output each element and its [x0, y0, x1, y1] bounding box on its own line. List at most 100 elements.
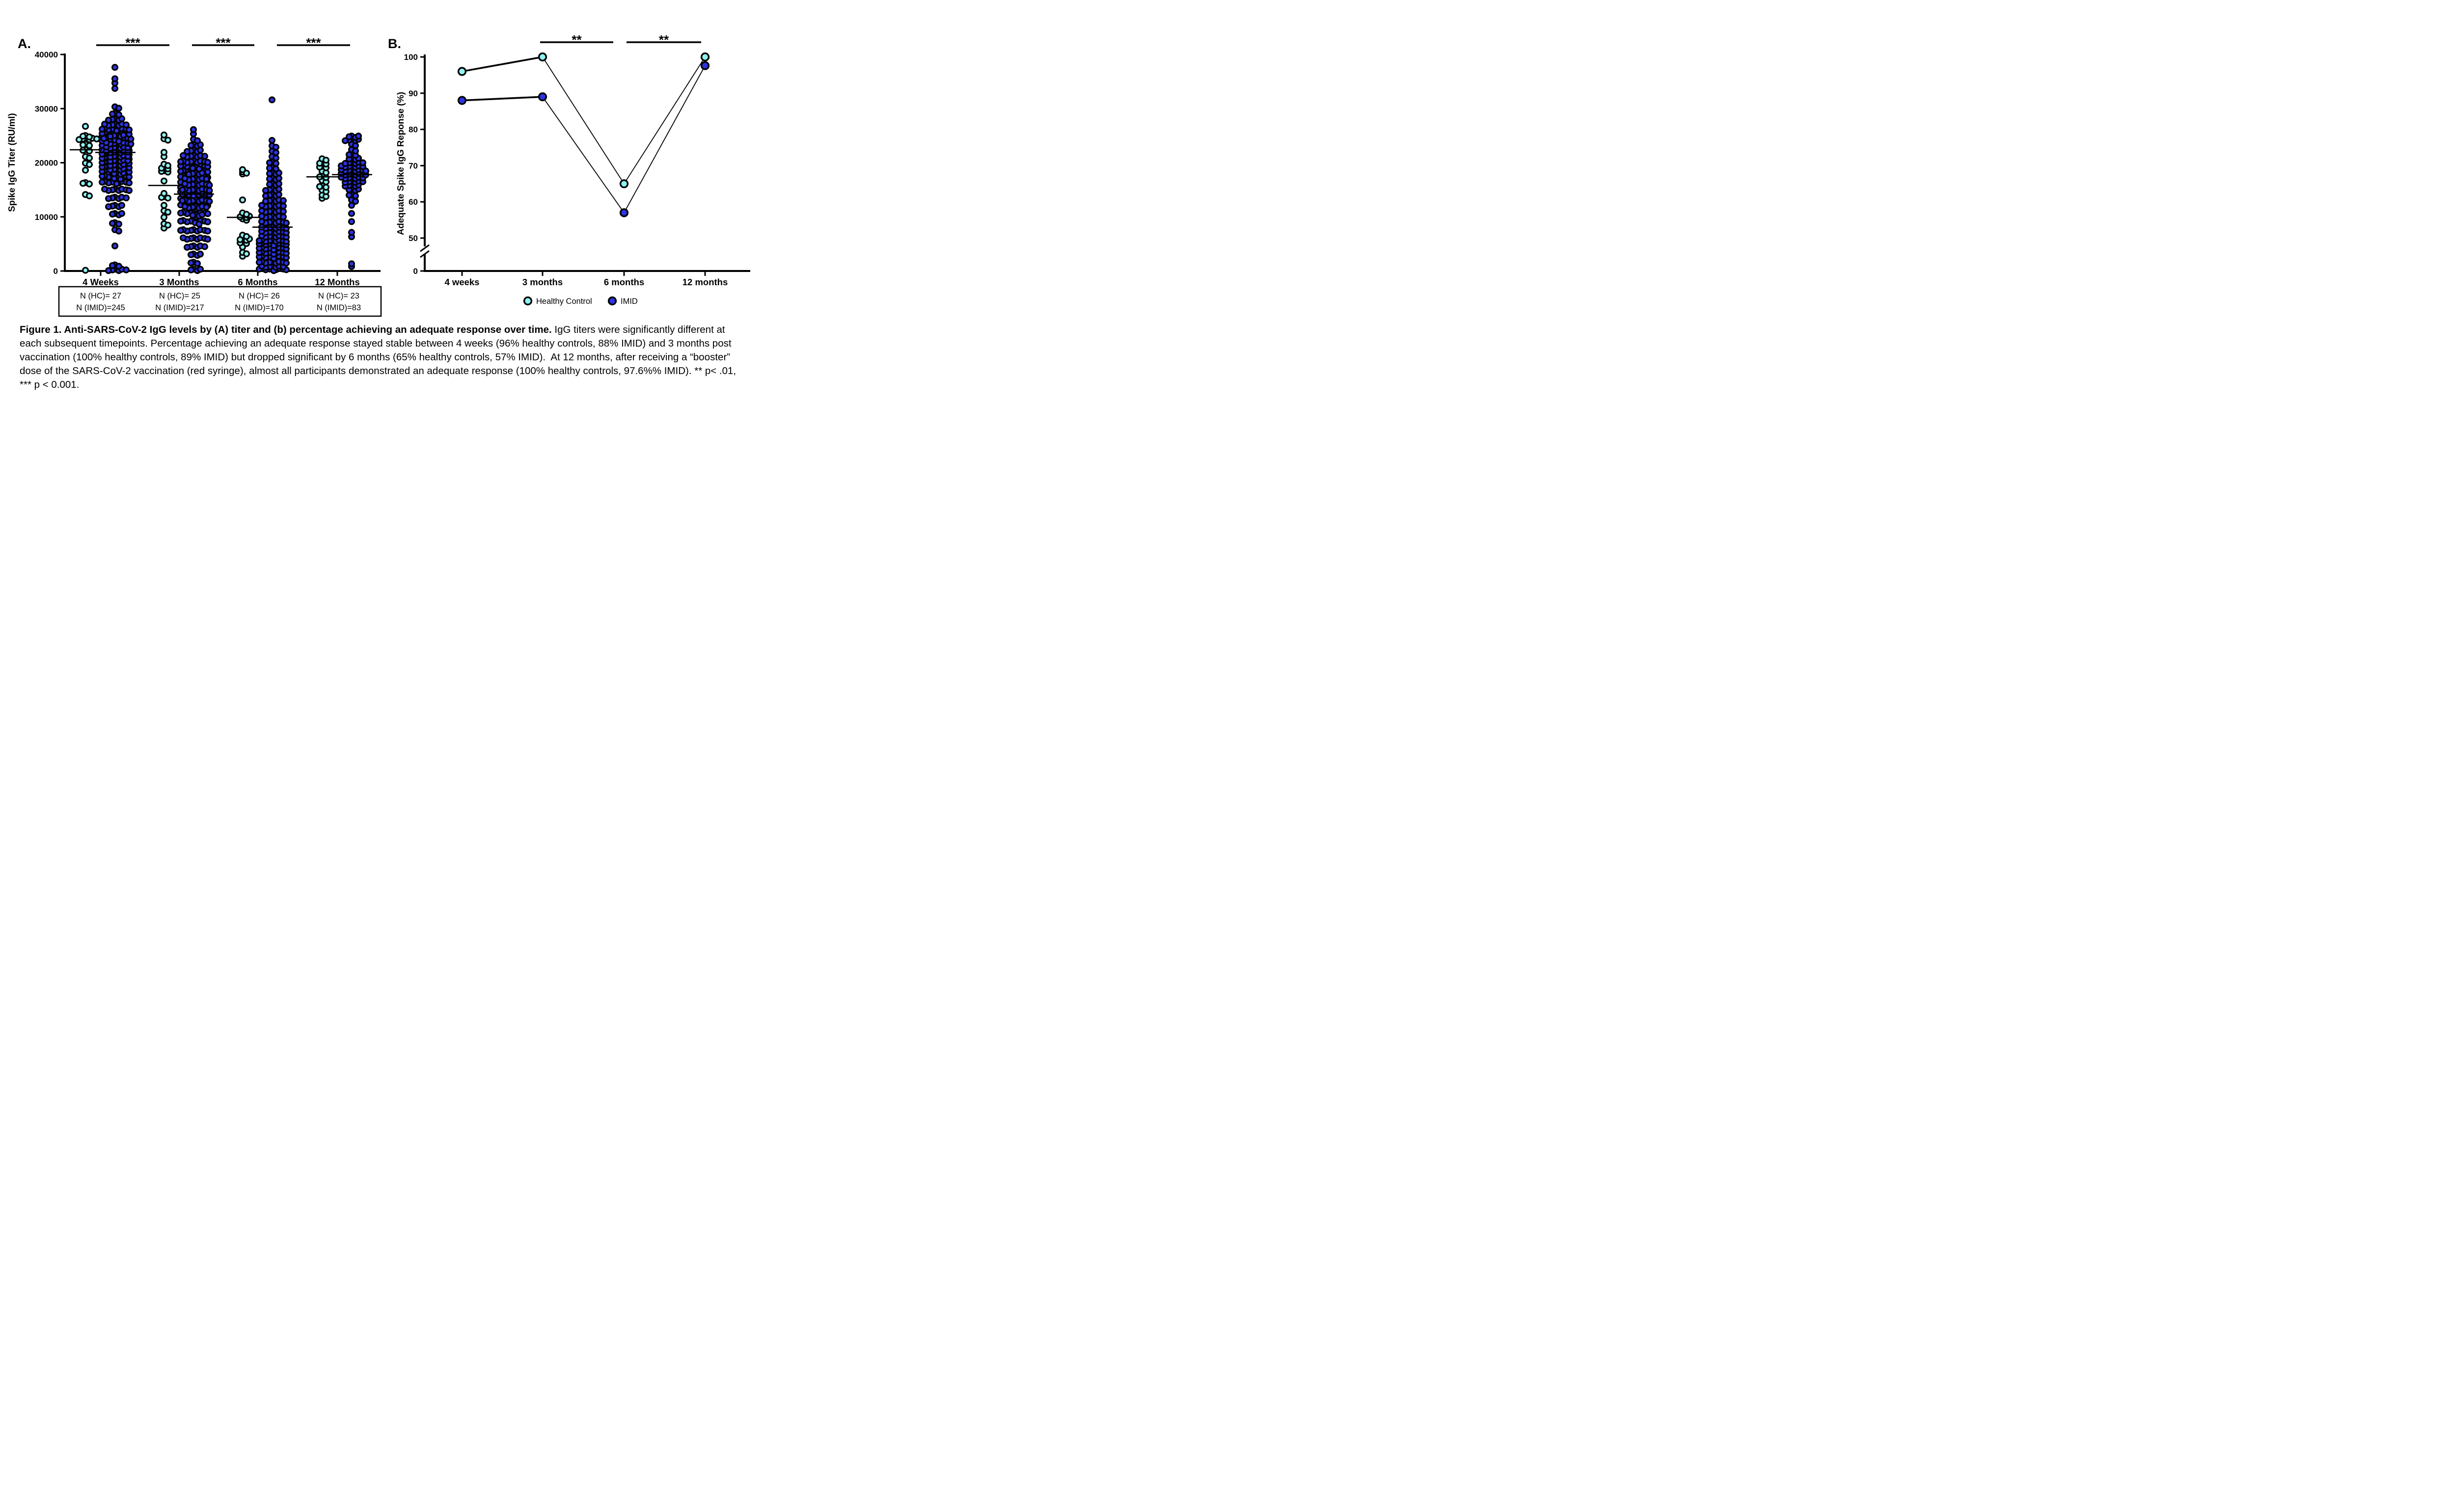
imid-dot	[268, 137, 275, 144]
imid-dot	[126, 126, 133, 134]
healthy-control-dot	[80, 180, 87, 187]
series-segment	[462, 96, 543, 102]
imid-dot	[266, 159, 273, 166]
imid-dot	[355, 133, 362, 140]
imid-dot	[348, 218, 355, 225]
axis-break-slash	[420, 250, 430, 258]
imid-dot	[348, 210, 355, 217]
panel-b-legend: Healthy Control IMID	[523, 296, 638, 306]
imid-dot	[181, 203, 189, 210]
panel-b-letter: B.	[388, 36, 401, 51]
imid-dot	[348, 260, 355, 268]
imid-dot	[272, 143, 279, 151]
healthy-control-dot	[239, 196, 246, 204]
legend-healthy-control-marker	[523, 296, 533, 306]
imid-dot	[204, 236, 212, 243]
imid-dot	[177, 209, 185, 216]
imid-dot	[272, 160, 279, 167]
imid-dot	[189, 212, 196, 219]
imid-dot	[279, 202, 287, 210]
imid-dot	[282, 219, 290, 227]
imid-dot	[111, 64, 119, 71]
significance-stars: **	[659, 32, 669, 47]
imid-dot	[101, 186, 109, 193]
imid-dot	[204, 218, 212, 225]
imid-dot	[198, 211, 206, 218]
imid-point	[619, 208, 629, 217]
imid-dot	[362, 167, 369, 175]
imid-dot	[105, 203, 112, 211]
significance-stars: ***	[125, 35, 140, 50]
panel-a-letter: A.	[18, 36, 31, 51]
imid-dot	[266, 181, 273, 188]
imid-dot	[352, 192, 359, 200]
imid-dot	[204, 210, 212, 217]
y-tick-label: 10000	[35, 213, 58, 222]
y-tick-label: 90	[409, 89, 418, 98]
imid-dot	[185, 171, 192, 178]
imid-dot	[352, 198, 359, 205]
healthy-control-dot	[86, 192, 93, 200]
healthy-control-point	[700, 52, 710, 62]
healthy-control-dot	[164, 209, 172, 216]
y-tick-label: 20000	[35, 159, 58, 168]
imid-dot	[272, 165, 279, 172]
imid-dot	[279, 208, 287, 215]
imid-dot	[126, 179, 133, 187]
y-tick-label: 60	[409, 197, 418, 207]
imid-dot	[352, 147, 359, 155]
series-segment	[462, 56, 543, 73]
imid-dot	[194, 260, 201, 267]
imid-point	[538, 92, 547, 102]
healthy-control-dot	[164, 162, 172, 169]
n-imid-value: N (IMID)=245	[76, 303, 125, 312]
imid-dot	[188, 251, 195, 258]
significance-stars: **	[572, 32, 582, 47]
imid-dot	[105, 116, 112, 124]
n-hc-value: N (HC)= 27	[80, 292, 121, 300]
imid-dot	[101, 120, 109, 128]
x-category-label: 6 months	[604, 277, 644, 287]
imid-dot	[180, 152, 187, 159]
panel-a: A. Spike IgG Titer (RU/ml) 0 10000 20000 30…	[6, 35, 382, 317]
imid-dot	[111, 85, 119, 92]
healthy-control-dot	[82, 123, 89, 130]
axis-break-slash	[420, 244, 430, 252]
imid-dot	[99, 179, 106, 186]
significance-stars: ***	[216, 35, 231, 50]
healthy-control-dot	[164, 136, 172, 144]
imid-dot	[258, 202, 265, 209]
panel-b-y-axis-title: Adequate Spike IgG Reponse (%)	[395, 92, 406, 235]
imid-dot	[206, 198, 213, 205]
x-category-label: 12 months	[682, 277, 728, 287]
imid-dot	[262, 187, 269, 194]
healthy-control-dot	[243, 233, 250, 240]
legend-label: Healthy Control	[536, 297, 592, 306]
healthy-control-dot	[316, 183, 323, 190]
healthy-control-dot	[161, 149, 168, 156]
panel-a-axes: 0 10000 20000 30000 40000 4 Weeks 3 Months 6 Mo…	[35, 50, 381, 287]
imid-dot	[279, 213, 287, 220]
healthy-control-dot	[86, 142, 93, 149]
imid-dot	[115, 263, 123, 270]
panel-b-line-series	[462, 56, 706, 213]
imid-dot	[204, 227, 212, 235]
imid-point	[700, 61, 710, 70]
imid-dot	[188, 266, 195, 273]
imid-dot	[206, 182, 213, 189]
caption-bold-title: Figure 1. Anti-SARS-CoV-2 IgG levels by …	[20, 324, 552, 335]
imid-dot	[203, 175, 210, 183]
x-category-label: 4 Weeks	[82, 277, 119, 287]
imid-dot	[181, 175, 189, 182]
healthy-control-dot	[239, 166, 246, 173]
n-hc-value: N (HC)= 23	[318, 292, 359, 300]
imid-dot	[107, 133, 114, 140]
imid-dot	[118, 202, 126, 209]
imid-dot	[184, 243, 191, 251]
imid-dot	[188, 259, 195, 267]
y-tick-label: 0	[54, 267, 58, 276]
healthy-control-dot	[322, 157, 329, 164]
healthy-control-dot	[161, 190, 168, 197]
imid-point	[457, 96, 467, 105]
y-tick-label: 50	[409, 234, 418, 243]
